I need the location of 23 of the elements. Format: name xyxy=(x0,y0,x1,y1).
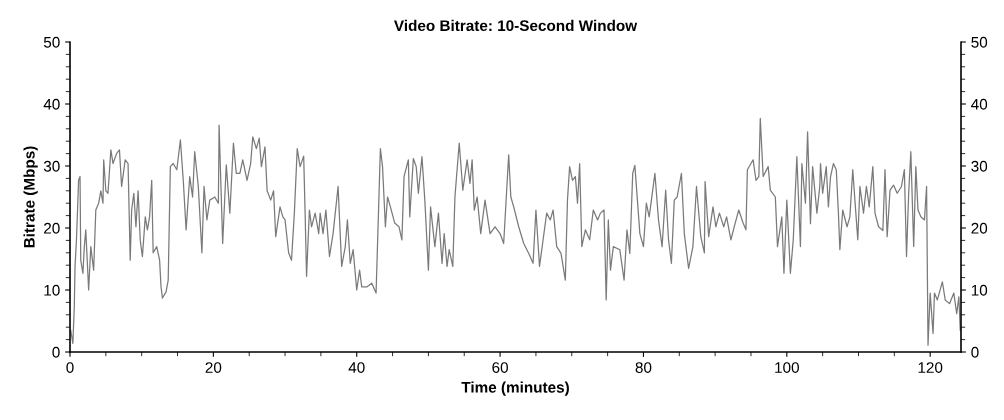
x-tick-label: 40 xyxy=(348,362,365,373)
y-axis-title: Bitrate (Mbps) xyxy=(23,146,38,248)
y2-tick-label: 40 xyxy=(971,98,988,110)
y-tick-label: 50 xyxy=(43,36,60,48)
y2-tick-label: 0 xyxy=(971,346,979,358)
y-tick-label: 10 xyxy=(44,284,60,296)
x-tick-label: 120 xyxy=(918,362,943,373)
x-tick-label: 60 xyxy=(492,362,508,373)
x-tick-label: 0 xyxy=(66,362,74,373)
chart-title: Video Bitrate: 10-Second Window xyxy=(394,19,638,32)
y2-tick-label: 30 xyxy=(971,160,988,172)
x-tick-label: 20 xyxy=(205,362,222,373)
y-tick-label: 30 xyxy=(43,160,60,172)
y-tick-label: 0 xyxy=(52,346,60,358)
y2-tick-label: 50 xyxy=(971,36,988,48)
y2-tick-label: 10 xyxy=(971,284,988,296)
y-tick-label: 20 xyxy=(44,222,60,234)
x-tick-label: 100 xyxy=(775,362,799,373)
line-series xyxy=(70,117,961,346)
x-axis-title: Time (minutes) xyxy=(461,381,569,396)
y-tick-label: 40 xyxy=(43,98,60,110)
x-tick-label: 80 xyxy=(635,362,652,373)
y2-tick-label: 20 xyxy=(971,222,988,234)
